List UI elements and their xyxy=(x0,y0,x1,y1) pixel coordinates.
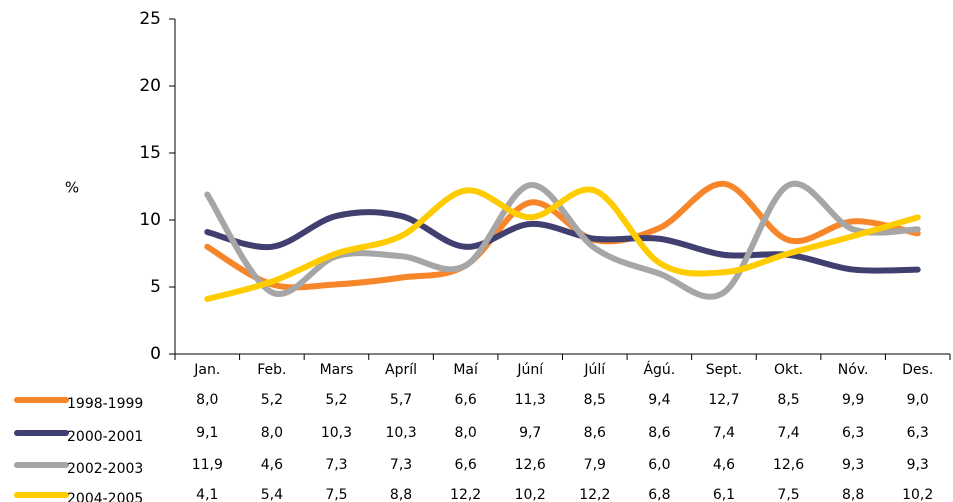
table-cell: 9,3 xyxy=(842,457,864,473)
x-tick-label: Feb. xyxy=(257,362,286,378)
table-cell: 8,0 xyxy=(261,425,283,441)
table-cell: 12,2 xyxy=(579,487,610,502)
legend-label: 2002-2003 xyxy=(67,461,143,477)
y-tick-label: 0 xyxy=(150,344,161,364)
table-cell: 8,5 xyxy=(777,392,799,408)
table-cell: 8,5 xyxy=(584,392,606,408)
table-cell: 5,7 xyxy=(390,392,412,408)
table-cell: 7,4 xyxy=(777,425,799,441)
table-cell: 8,0 xyxy=(454,425,476,441)
table-cell: 7,9 xyxy=(584,457,606,473)
table-cell: 11,3 xyxy=(515,392,546,408)
table-cell: 7,3 xyxy=(390,457,412,473)
table-cell: 9,3 xyxy=(907,457,929,473)
table-cell: 12,6 xyxy=(773,457,804,473)
table-cell: 8,8 xyxy=(390,487,412,502)
table-cell: 7,3 xyxy=(325,457,347,473)
y-tick-label: 25 xyxy=(139,9,161,29)
table-cell: 7,5 xyxy=(325,487,347,502)
legend-label: 2000-2001 xyxy=(67,429,143,445)
table-cell: 4,1 xyxy=(196,487,218,502)
x-tick-label: Ágú. xyxy=(643,361,675,378)
line xyxy=(204,180,921,291)
table-cell: 10,2 xyxy=(902,487,933,502)
x-tick-label: Maí xyxy=(453,362,479,378)
table-cell: 12,6 xyxy=(515,457,546,473)
table-cell: 8,6 xyxy=(584,425,606,441)
x-tick-label: Mars xyxy=(320,362,354,378)
x-tick-label: Júní xyxy=(516,362,544,378)
y-tick-label: 10 xyxy=(139,210,161,230)
x-tick-label: Jan. xyxy=(193,362,220,378)
table-cell: 6,3 xyxy=(907,425,929,441)
table-cell: 6,8 xyxy=(648,487,670,502)
table-cell: 6,3 xyxy=(842,425,864,441)
y-axis-label: % xyxy=(65,179,79,197)
table-cell: 9,7 xyxy=(519,425,541,441)
y-tick-label: 15 xyxy=(139,143,161,163)
table-cell: 8,8 xyxy=(842,487,864,502)
table-cell: 11,9 xyxy=(192,457,223,473)
table-cell: 8,0 xyxy=(196,392,218,408)
table-cell: 9,1 xyxy=(196,425,218,441)
table-cell: 7,4 xyxy=(713,425,735,441)
table-cell: 6,0 xyxy=(648,457,670,473)
table-cell: 8,6 xyxy=(648,425,670,441)
line xyxy=(204,186,921,303)
table-cell: 5,2 xyxy=(261,392,283,408)
x-tick-label: Des. xyxy=(902,362,933,378)
table-cell: 7,5 xyxy=(777,487,799,502)
table-cell: 4,6 xyxy=(713,457,735,473)
table-cell: 10,3 xyxy=(385,425,416,441)
x-tick-label: Apríl xyxy=(385,362,417,378)
table-cell: 9,9 xyxy=(842,392,864,408)
table-cell: 9,0 xyxy=(907,392,929,408)
legend-label: 2004-2005 xyxy=(67,491,143,502)
table-cell: 4,6 xyxy=(261,457,283,473)
table-cell: 6,6 xyxy=(454,457,476,473)
table-cell: 9,4 xyxy=(648,392,670,408)
y-tick-label: 5 xyxy=(150,277,161,297)
table-cell: 6,1 xyxy=(713,487,735,502)
table-cell: 6,6 xyxy=(454,392,476,408)
line xyxy=(204,209,921,274)
x-tick-label: Sept. xyxy=(706,362,742,378)
x-tick-label: Okt. xyxy=(774,362,803,378)
table-cell: 5,2 xyxy=(325,392,347,408)
table-cell: 10,3 xyxy=(321,425,352,441)
legend-label: 1998-1999 xyxy=(67,396,143,412)
x-tick-label: Júlí xyxy=(583,362,606,378)
table-cell: 10,2 xyxy=(515,487,546,502)
table-cell: 12,7 xyxy=(708,392,739,408)
table-cell: 12,2 xyxy=(450,487,481,502)
x-tick-label: Nóv. xyxy=(838,362,869,378)
table-cell: 5,4 xyxy=(261,487,283,502)
y-tick-label: 20 xyxy=(139,76,161,96)
